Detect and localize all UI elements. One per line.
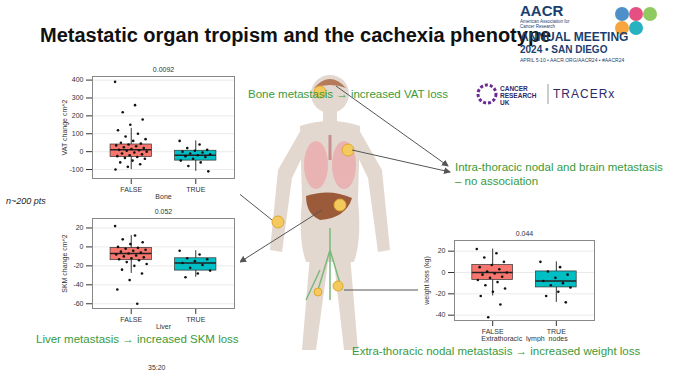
- html-text:Bone metastasis → increased VA: Bone metastasis → increased VAT loss: [248, 88, 449, 100]
- svg-text:0.052: 0.052: [155, 208, 173, 215]
- svg-text:FALSE: FALSE: [120, 316, 142, 323]
- svg-text:-100: -100: [69, 166, 83, 173]
- svg-text:FALSE: FALSE: [481, 328, 504, 336]
- svg-text:-20: -20: [435, 290, 445, 297]
- html-text:APRIL 5-10 • AACR.ORG/AACR24 •: APRIL 5-10 • AACR.ORG/AACR24 • #AACR24: [520, 57, 625, 63]
- html-text:Intra-thoracic nodal and brain: Intra-thoracic nodal and brain metastasi…: [455, 161, 663, 187]
- svg-text:Extrathoracic_lymph_nodes: Extrathoracic_lymph_nodes: [481, 335, 568, 343]
- svg-text:0: 0: [80, 243, 84, 250]
- svg-text:300: 300: [72, 94, 84, 101]
- svg-text:0: 0: [80, 148, 84, 155]
- svg-text:200: 200: [72, 112, 84, 119]
- svg-text:400: 400: [72, 76, 84, 83]
- svg-text:100: 100: [72, 130, 84, 137]
- svg-text:SKM change cm^2: SKM change cm^2: [61, 234, 69, 293]
- svg-text:TRUE: TRUE: [186, 316, 205, 323]
- svg-text:20: 20: [438, 247, 446, 254]
- html-text:Metastatic organ tropism and t: Metastatic organ tropism and the cachexi…: [40, 24, 552, 46]
- svg-text:Bone: Bone: [155, 193, 171, 200]
- html-text:AACR: AACR: [520, 2, 564, 19]
- svg-text:Liver: Liver: [156, 323, 172, 330]
- html-text:American Association for Cance: American Association for Cancer Research: [520, 19, 570, 29]
- svg-text:-40: -40: [435, 311, 445, 318]
- svg-text:TRUE: TRUE: [186, 186, 205, 193]
- html-text:2024 • SAN DIEGO: 2024 • SAN DIEGO: [520, 44, 608, 55]
- svg-text:FALSE: FALSE: [120, 186, 142, 193]
- html-text:Extra-thoracic nodal metastasi: Extra-thoracic nodal metastasis → increa…: [352, 345, 641, 357]
- svg-text:20: 20: [76, 224, 84, 231]
- html-text:n~200 pts: n~200 pts: [6, 196, 46, 206]
- svg-text:-60: -60: [73, 300, 83, 307]
- html-text:35:20: 35:20: [148, 364, 166, 371]
- svg-text:-40: -40: [73, 281, 83, 288]
- svg-text:0.0092: 0.0092: [153, 66, 175, 73]
- html-text:TRACERx: TRACERx: [553, 87, 616, 101]
- html-text:Liver metastasis → increased S: Liver metastasis → increased SKM loss: [36, 333, 239, 345]
- html-text:CANCER RESEARCH UK: CANCER RESEARCH UK: [500, 85, 537, 106]
- svg-text:-20: -20: [73, 262, 83, 269]
- svg-text:weight loss (kg): weight loss (kg): [423, 256, 431, 306]
- svg-text:0.044: 0.044: [516, 230, 534, 237]
- svg-text:VAT change cm^2: VAT change cm^2: [61, 99, 69, 155]
- svg-text:TRUE: TRUE: [546, 328, 566, 336]
- svg-text:0: 0: [442, 269, 446, 276]
- html-text:ANNUAL MEETING: ANNUAL MEETING: [520, 30, 629, 44]
